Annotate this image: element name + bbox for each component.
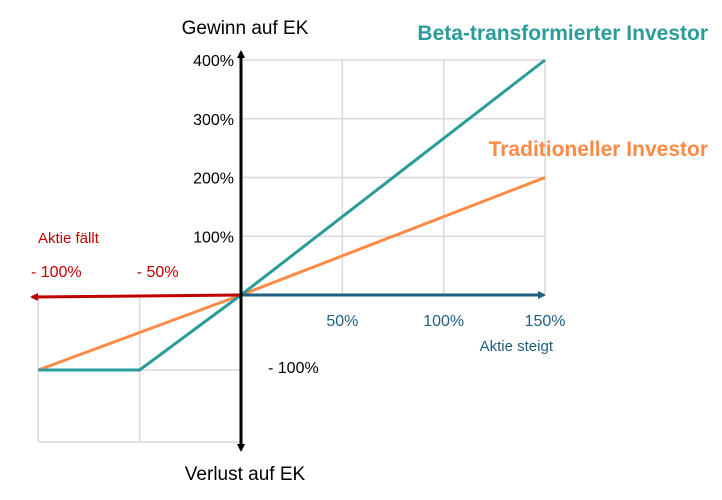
x-axis-right-label: Aktie steigt [480, 338, 554, 355]
y-tick-label: 400% [193, 53, 234, 70]
labels: Gewinn auf EK Verlust auf EK Aktie steig… [31, 18, 708, 485]
y-tick-label: 100% [193, 229, 234, 246]
x-tick-label: - 100% [31, 264, 82, 281]
x-tick-label: - 50% [137, 264, 179, 281]
x-tick-label: 150% [525, 313, 566, 330]
x-tick-label: 50% [326, 313, 358, 330]
y-tick-label: - 100% [268, 360, 319, 377]
series-line-beta [38, 58, 546, 372]
legend-beta: Beta-transformierter Investor [417, 22, 708, 45]
series-line-traditional [37, 176, 546, 372]
y-axis-top-label: Gewinn auf EK [182, 18, 309, 39]
x-axis-negative [30, 292, 242, 301]
grid [37, 59, 546, 443]
series-lines [37, 58, 546, 372]
y-axis-bottom-label: Verlust auf EK [185, 464, 306, 485]
y-tick-label: 200% [193, 171, 234, 188]
legend-traditional: Traditioneller Investor [489, 138, 708, 161]
axes [30, 50, 546, 452]
x-tick-label: 100% [423, 313, 464, 330]
x-axis-left-label: Aktie fällt [38, 230, 100, 247]
y-tick-label: 300% [193, 112, 234, 129]
